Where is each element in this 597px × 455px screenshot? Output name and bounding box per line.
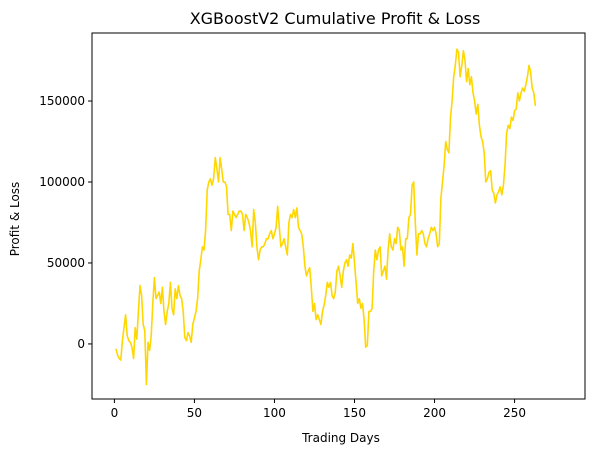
plot-frame <box>91 32 586 400</box>
x-tick-label: 250 <box>503 406 526 420</box>
x-axis-ticks: 0 50 100 150 200 250 <box>111 399 526 420</box>
x-axis-label: Trading Days <box>301 431 380 445</box>
y-axis-ticks: 0 50000 100000 150000 <box>39 94 92 351</box>
series-line <box>115 48 537 386</box>
x-tick-label: 0 <box>111 406 119 420</box>
x-tick-label: 100 <box>263 406 286 420</box>
y-tick-label: 150000 <box>39 94 85 108</box>
y-tick-label: 0 <box>77 337 85 351</box>
chart-title: XGBoostV2 Cumulative Profit & Loss <box>190 9 481 28</box>
series-layer <box>115 48 537 386</box>
y-tick-label: 50000 <box>47 256 85 270</box>
y-axis-label: Profit & Loss <box>8 182 22 257</box>
y-tick-label: 100000 <box>39 175 85 189</box>
x-tick-label: 200 <box>423 406 446 420</box>
x-tick-label: 150 <box>343 406 366 420</box>
x-tick-label: 50 <box>187 406 202 420</box>
plot-area: 0 50 100 150 200 250 0 50000 100000 150000 <box>39 32 586 420</box>
